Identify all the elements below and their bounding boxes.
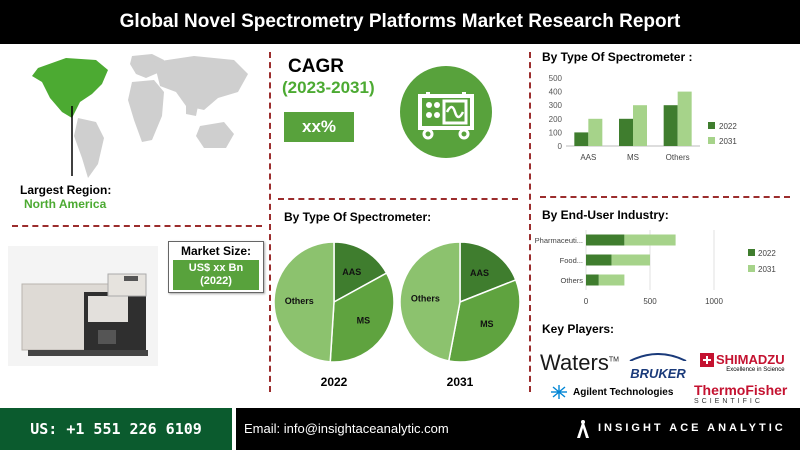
x-tick-label: MS [627, 153, 639, 162]
logo-waters: WatersTM [540, 350, 619, 376]
email-link[interactable]: Email: info@insightaceanalytic.com [244, 421, 449, 436]
legend-swatch [708, 122, 715, 129]
legend-label: 2031 [758, 265, 776, 274]
market-size-value-box: US$ xx Bn (2022) [173, 260, 259, 290]
market-size-year: (2022) [200, 275, 232, 287]
legend-label: 2022 [758, 249, 776, 258]
shimadzu-mark-icon [700, 352, 714, 367]
bruker-name: BRUKER [630, 366, 686, 381]
page-title: Global Novel Spectrometry Platforms Mark… [0, 0, 800, 44]
cagr-value: xx% [301, 117, 337, 136]
logo-shimadzu: SHIMADZU Excellence in Science [700, 352, 785, 373]
divider [540, 196, 790, 198]
legend-swatch [708, 137, 715, 144]
thermofisher-name: ThermoFisher [694, 382, 788, 398]
enduser-bar-chart: 0 500 1000 Pharmaceuti... Food... Others 2022 2… [535, 230, 776, 306]
y-tick-label: Pharmaceuti... [535, 236, 583, 245]
logo-bruker: BRUKER [626, 348, 690, 381]
bar-Others-2022 [586, 274, 599, 286]
cagr-label: CAGR [288, 56, 344, 77]
pie-year-label: 2031 [447, 375, 474, 389]
shimadzu-name: SHIMADZU [716, 352, 785, 367]
analyzer-icon [400, 66, 492, 158]
pie-slice-label: Others [411, 294, 440, 304]
x-tick-label: AAS [580, 153, 596, 162]
y-tick-label: 0 [558, 142, 563, 151]
logo-thermofisher: ThermoFisher SCIENTIFIC [694, 382, 787, 405]
market-size-box: Market Size: US$ xx Bn (2022) [168, 241, 264, 293]
largest-region-value: North America [24, 197, 107, 211]
largest-region-label: Largest Region: [20, 183, 112, 197]
divider [278, 198, 518, 200]
legend-swatch [748, 249, 755, 256]
legend-swatch [748, 265, 755, 272]
thermofisher-sub: SCIENTIFIC [694, 398, 763, 405]
bar-Others-2022 [663, 105, 678, 146]
y-tick-label: 100 [549, 128, 563, 137]
phone-text: US: +1 551 226 6109 [30, 420, 202, 438]
x-tick-label: 1000 [705, 297, 723, 306]
spectrometer-image [8, 246, 158, 366]
pie-slice-AAS-2031 [459, 241, 517, 304]
phone-number[interactable]: US: +1 551 226 6109 [0, 408, 232, 450]
legend-label: 2022 [719, 122, 737, 131]
bar-MS-2022 [619, 118, 633, 146]
pie-slice-label: MS [357, 316, 371, 326]
cagr-period: (2023-2031) [282, 78, 375, 97]
y-tick-label: Others [560, 276, 583, 285]
bar-Food...-2031 [611, 254, 650, 266]
bar-AAS-2031 [588, 118, 603, 146]
divider [529, 52, 531, 392]
bar-MS-2031 [633, 105, 647, 146]
pie-slice-label: AAS [470, 268, 489, 278]
y-tick-label: Food... [560, 256, 583, 265]
bar-AAS-2022 [574, 132, 589, 146]
market-size-value: US$ xx Bn [188, 262, 244, 274]
y-tick-label: 300 [549, 101, 563, 110]
y-tick-label: 400 [549, 88, 563, 97]
north-america-highlight [32, 58, 108, 118]
pie-slice-Others-2031 [399, 241, 461, 362]
divider [269, 52, 271, 392]
pie-slice-label: MS [480, 319, 494, 329]
world-map [32, 54, 248, 178]
pie-slice-MS-2031 [447, 278, 521, 363]
type-bar-chart: 0 100 200 300 400 500 AAS MS Others 2022 2031 [549, 74, 738, 162]
pie-slice-label: Others [285, 296, 314, 306]
pie-year-label: 2022 [321, 375, 348, 389]
bar-Food...-2022 [586, 254, 612, 266]
brand-logo-icon [577, 420, 589, 438]
waters-tm: TM [608, 356, 619, 364]
legend-label: 2031 [719, 137, 737, 146]
bar-Others-2031 [677, 91, 692, 146]
pie-slice-MS-2022 [329, 272, 395, 363]
cagr-value-box: xx% [284, 112, 354, 142]
enduser-chart-title: By End-User Industry: [542, 208, 669, 222]
divider [12, 225, 262, 227]
shimadzu-tagline: Excellence in Science [726, 367, 785, 373]
agilent-name: Agilent Technologies [573, 386, 674, 398]
bar-Pharmaceuti...-2022 [586, 234, 625, 246]
agilent-spark-icon [551, 385, 567, 399]
bar-Pharmaceuti...-2031 [624, 234, 676, 246]
market-size-label: Market Size: [180, 244, 252, 258]
y-tick-label: 200 [549, 115, 563, 124]
pie-slice-label: AAS [342, 267, 361, 277]
pie-slice-Others-2022 [273, 241, 335, 363]
bar-chart-title: By Type Of Spectrometer : [542, 50, 693, 64]
pie-slice-AAS-2022 [333, 241, 388, 304]
footer-bar: Email: info@insightaceanalytic.com INSIG… [236, 408, 800, 450]
bruker-arc-icon [629, 353, 687, 362]
bar-Others-2031 [598, 274, 625, 286]
x-tick-label: 0 [584, 297, 589, 306]
pie-charts: AAS MS Others 2022 AAS MS Others 2031 [273, 241, 521, 389]
logo-agilent: Agilent Technologies [548, 384, 673, 400]
x-tick-label: 500 [643, 297, 657, 306]
waters-name: Waters [540, 350, 609, 375]
x-tick-label: Others [666, 153, 690, 162]
key-players-title: Key Players: [542, 322, 615, 336]
y-tick-label: 500 [549, 74, 563, 83]
pie-chart-title: By Type Of Spectrometer: [284, 210, 432, 224]
brand-name: INSIGHT ACE ANALYTIC [598, 422, 786, 434]
